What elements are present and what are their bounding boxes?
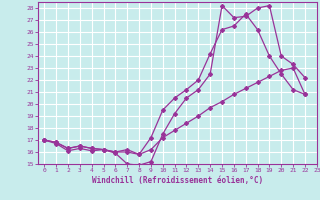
X-axis label: Windchill (Refroidissement éolien,°C): Windchill (Refroidissement éolien,°C) <box>92 176 263 185</box>
